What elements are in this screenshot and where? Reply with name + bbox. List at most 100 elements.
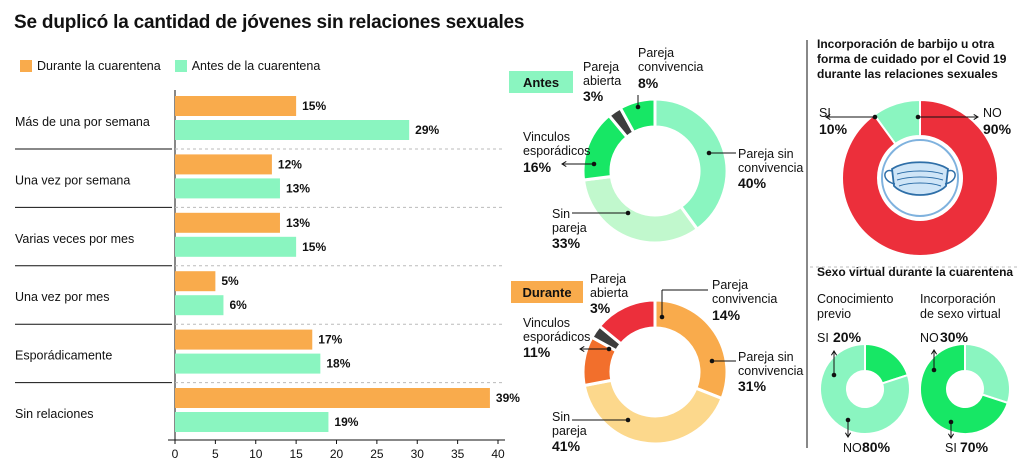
conocimiento-pointer-arrow-si-head bbox=[830, 350, 838, 356]
incorporacion-title-line-1: de sexo virtual bbox=[920, 307, 1001, 321]
antes-label-4-line1: Pareja bbox=[638, 46, 674, 60]
bar-antes-1 bbox=[175, 178, 280, 199]
legend-label-antes: Antes de la cuarentena bbox=[191, 59, 321, 73]
legend-swatch-antes bbox=[174, 60, 187, 72]
bar-antes-value-3: 6% bbox=[229, 298, 247, 312]
bar-antes-value-5: 19% bbox=[334, 415, 358, 429]
conocimiento-pointer-arrow-no-head bbox=[844, 432, 852, 438]
conocimiento-label-no-name: NO bbox=[843, 441, 862, 455]
bar-durante-value-3: 5% bbox=[221, 274, 239, 288]
conocimiento-label-si-value: 20% bbox=[833, 329, 862, 345]
mask-ear-right bbox=[944, 169, 956, 185]
barbijo-donut-slice-1 bbox=[841, 98, 999, 257]
barbijo-pointer-arrow-no-head bbox=[973, 113, 979, 121]
antes-label-2-line2: esporádicos bbox=[523, 144, 590, 158]
durante-donut-slice-1 bbox=[582, 378, 724, 446]
incorporacion-pointer-arrow-si-head bbox=[947, 433, 955, 439]
bar-antes-4 bbox=[175, 353, 321, 374]
bar-tick-label-3: 15 bbox=[289, 447, 303, 461]
antes-label-1-line1: Sin bbox=[552, 207, 570, 221]
page-title: Se duplicó la cantidad de jóvenes sin re… bbox=[14, 12, 525, 33]
antes-tag-bg bbox=[509, 71, 573, 93]
bar-antes-value-0: 29% bbox=[415, 123, 439, 137]
bar-antes-value-2: 15% bbox=[302, 240, 326, 254]
bar-durante-1 bbox=[175, 154, 272, 175]
bar-durante-5 bbox=[175, 388, 490, 408]
durante-label-4-line2: convivencia bbox=[712, 292, 777, 306]
barbijo-title-line-1: forma de cuidado por el Covid 19 bbox=[817, 52, 1007, 66]
bar-antes-value-1: 13% bbox=[286, 181, 310, 195]
bar-durante-0 bbox=[175, 96, 297, 116]
durante-label-4-line1: Pareja bbox=[712, 278, 748, 292]
durante-label-2-line1: Vinculos bbox=[523, 316, 570, 330]
conocimiento-label-no-value: 80% bbox=[862, 439, 891, 455]
bar-durante-value-2: 13% bbox=[286, 216, 310, 230]
antes-label-1-value: 33% bbox=[552, 235, 581, 251]
barbijo-label-no-value: 90% bbox=[983, 121, 1012, 137]
mask-fold-2 bbox=[896, 176, 944, 181]
bar-category-label-0: Más de una por semana bbox=[15, 115, 150, 129]
incorporacion-label-si-value: 70% bbox=[960, 439, 989, 455]
bar-category-label-4: Esporádicamente bbox=[15, 349, 112, 363]
incorporacion-donut-slice-0 bbox=[964, 342, 1011, 405]
durante-label-0-line2: convivencia bbox=[738, 364, 803, 378]
antes-label-2-line1: Vinculos bbox=[523, 130, 570, 144]
durante-label-1-line2: pareja bbox=[552, 424, 587, 438]
durante-label-1-line1: Sin bbox=[552, 410, 570, 424]
bar-antes-3 bbox=[175, 295, 224, 316]
bar-category-label-5: Sin relaciones bbox=[15, 407, 94, 421]
incorporacion-donut-slice-1 bbox=[919, 342, 1010, 435]
face-mask-icon bbox=[881, 139, 959, 217]
legend-item-antes: Antes de la cuarentena bbox=[174, 59, 321, 73]
bar-durante-4 bbox=[175, 329, 313, 350]
bar-tick-label-0: 0 bbox=[172, 447, 179, 461]
antes-donut-slice-0 bbox=[653, 97, 729, 232]
legend-label-durante: Durante la cuarentena bbox=[37, 59, 161, 73]
conocimiento-donut-slice-1 bbox=[819, 342, 911, 435]
mask-fold-1 bbox=[896, 170, 944, 175]
antes-label-3-line2: abierta bbox=[583, 74, 621, 88]
bar-durante-value-0: 15% bbox=[302, 99, 326, 113]
antes-tag-label: Antes bbox=[523, 75, 559, 90]
durante-label-0-line1: Pareja sin bbox=[738, 350, 794, 364]
conocimiento-label-si-name: SI bbox=[817, 331, 829, 345]
barbijo-pointer-arrow-si-head bbox=[825, 113, 831, 121]
barbijo-title-line-2: durante las relaciones sexuales bbox=[817, 67, 998, 81]
mask-fold-3 bbox=[898, 182, 942, 187]
legend: Durante la cuarentena Antes de la cuaren… bbox=[20, 59, 334, 73]
mask-ear-left bbox=[884, 169, 896, 185]
bar-durante-value-1: 12% bbox=[278, 157, 302, 171]
durante-label-4-value: 14% bbox=[712, 307, 741, 323]
barbijo-label-si-value: 10% bbox=[819, 121, 848, 137]
bar-tick-label-2: 10 bbox=[249, 447, 263, 461]
bar-tick-label-5: 25 bbox=[370, 447, 384, 461]
bar-durante-value-4: 17% bbox=[318, 333, 342, 347]
antes-donut-slice-1 bbox=[581, 174, 700, 245]
antes-label-4-line2: convivencia bbox=[638, 60, 703, 74]
bar-category-label-3: Una vez por mes bbox=[15, 290, 109, 304]
legend-item-durante: Durante la cuarentena bbox=[20, 59, 161, 73]
sexo-virtual-section-title: Sexo virtual durante la cuarentena bbox=[817, 265, 1013, 279]
incorporacion-label-si-name: SI bbox=[945, 441, 957, 455]
durante-label-3-line2: abierta bbox=[590, 286, 628, 300]
durante-label-2-line2: esporádicos bbox=[523, 330, 590, 344]
mask-body bbox=[891, 161, 949, 196]
bar-antes-0 bbox=[175, 120, 410, 140]
antes-donut-slice-4 bbox=[618, 97, 657, 135]
bar-category-label-2: Varias veces por mes bbox=[15, 232, 134, 246]
antes-label-0-line2: convivencia bbox=[738, 161, 803, 175]
incorporacion-label-no-name: NO bbox=[920, 331, 939, 345]
bar-tick-label-4: 20 bbox=[330, 447, 344, 461]
barbijo-label-no-name: NO bbox=[983, 106, 1002, 120]
durante-label-0-value: 31% bbox=[738, 378, 767, 394]
antes-label-2-value: 16% bbox=[523, 159, 552, 175]
barbijo-label-si-name: SI bbox=[819, 106, 831, 120]
bar-tick-label-6: 30 bbox=[411, 447, 425, 461]
legend-swatch-durante bbox=[20, 60, 32, 72]
bar-durante-3 bbox=[175, 271, 216, 292]
antes-label-0-line1: Pareja sin bbox=[738, 147, 794, 161]
antes-pointer-arrow-2-head bbox=[561, 160, 567, 168]
antes-label-4-value: 8% bbox=[638, 75, 659, 91]
conocimiento-title-line-0: Conocimiento bbox=[817, 292, 893, 306]
bar-antes-value-4: 18% bbox=[326, 357, 350, 371]
